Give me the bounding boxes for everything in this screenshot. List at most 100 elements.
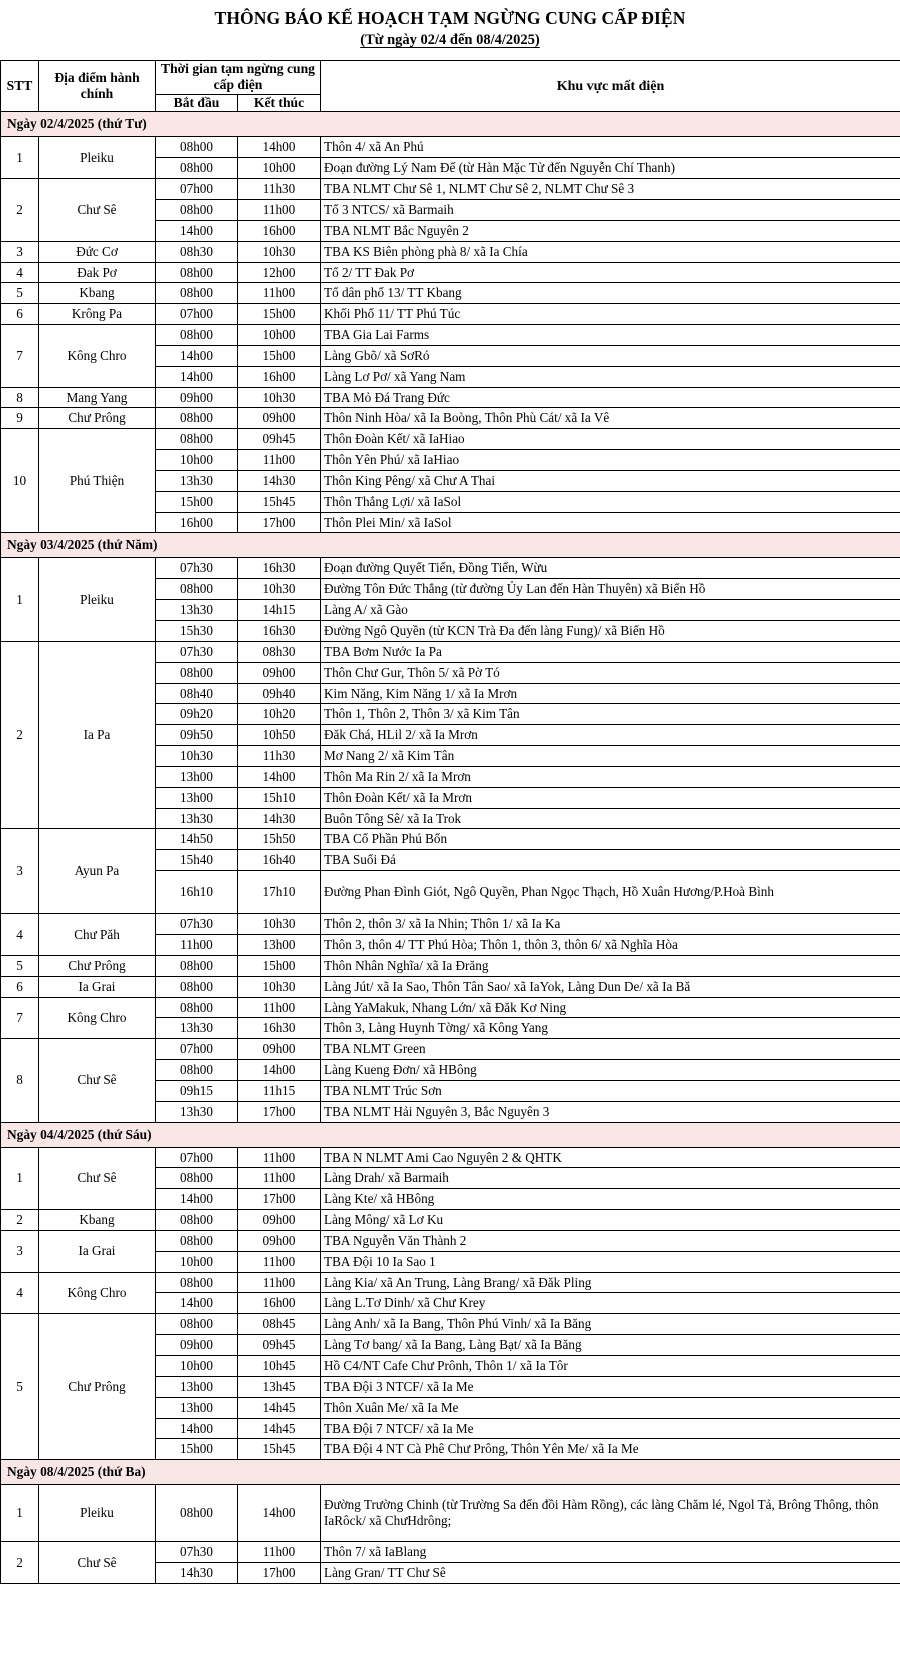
table-row: 5 Chư Prông 08h00 08h45 Làng Anh/ xã Ia Bang… xyxy=(0,1313,900,1461)
cell-end-time: 16h00 xyxy=(236,365,322,388)
cell-outage-area: Đường Ngô Quyền (từ KCN Trà Đa đến làng … xyxy=(320,620,900,642)
cell-end-time: 16h00 xyxy=(236,219,322,242)
day-label: Ngày 08/4/2025 (thứ Ba) xyxy=(0,1459,900,1486)
cell-start-time: 14h00 xyxy=(155,1188,238,1211)
cell-outage-area: Khối Phố 11/ TT Phú Túc xyxy=(320,303,900,326)
cell-start-time: 09h50 xyxy=(155,724,238,747)
cell-start-time: 08h00 xyxy=(155,407,238,430)
cell-end-time: 10h45 xyxy=(236,1355,322,1377)
cell-place: Kbang xyxy=(38,282,156,305)
table-row: 13h30 17h00 TBA NLMT Hải Nguyên 3, Bắc Ngu… xyxy=(1,1100,900,1123)
cell-start-time: 16h00 xyxy=(155,511,238,534)
cell-outage-area: TBA Mỏ Đá Trang Đức xyxy=(320,386,900,409)
cell-start-time: 08h00 xyxy=(155,996,238,1019)
cell-place: Pleiku xyxy=(38,136,156,180)
cell-start-time: 08h40 xyxy=(155,682,238,705)
cell-stt: 3 xyxy=(0,1229,39,1273)
cell-start-time: 16h10 xyxy=(155,870,238,915)
cell-end-time: 14h00 xyxy=(236,136,322,159)
cell-start-time: 13h30 xyxy=(155,599,238,622)
cell-outage-area: Kim Năng, Kim Năng 1/ xã Ia Mrơn xyxy=(320,682,900,705)
cell-end-time: 14h45 xyxy=(236,1417,322,1440)
table-row: 3 Ayun Pa 14h50 15h50 TBA Cổ Phần Phú Bổn xyxy=(0,828,900,915)
day-header-row: Ngày 03/4/2025 (thứ Năm) xyxy=(0,532,900,559)
cell-end-time: 14h45 xyxy=(236,1396,322,1419)
cell-end-time: 10h30 xyxy=(236,386,322,409)
table-header: STT Địa điểm hành chính Thời gian tạm ng… xyxy=(0,59,900,113)
cell-place: Ia Pa xyxy=(38,640,156,830)
cell-outage-area: Thôn 3, Làng Huynh Tờng/ xã Kông Yang xyxy=(320,1017,900,1040)
cell-outage-area: Làng Anh/ xã Ia Bang, Thôn Phú Vinh/ xã … xyxy=(320,1313,900,1336)
column-header-place: Địa điểm hành chính xyxy=(38,59,156,113)
cell-end-time: 09h00 xyxy=(236,1038,322,1061)
cell-start-time: 07h30 xyxy=(155,640,238,663)
cell-end-time: 09h40 xyxy=(236,682,322,705)
cell-end-time: 12h00 xyxy=(236,261,322,284)
table-row: 6 Ia Grai 08h00 10h30 Làng Jút/ xã Ia Sao, T… xyxy=(0,975,900,998)
cell-stt: 9 xyxy=(0,407,39,430)
cell-end-time: 09h00 xyxy=(236,407,322,430)
table-row: 16h00 17h00 Thôn Plei Min/ xã IaSol xyxy=(1,511,900,534)
cell-start-time: 13h30 xyxy=(155,1017,238,1040)
cell-outage-area: TBA Đội 10 Ia Sao 1 xyxy=(320,1250,900,1273)
cell-outage-area: Thôn 4/ xã An Phú xyxy=(320,136,900,159)
cell-start-time: 07h30 xyxy=(155,557,238,580)
cell-start-time: 08h00 xyxy=(155,1271,238,1294)
cell-start-time: 08h00 xyxy=(155,1313,238,1336)
cell-start-time: 14h00 xyxy=(155,365,238,388)
cell-end-time: 13h00 xyxy=(236,933,322,956)
cell-start-time: 08h00 xyxy=(155,661,238,684)
cell-end-time: 16h30 xyxy=(236,557,322,580)
cell-outage-area: Thôn 1, Thôn 2, Thôn 3/ xã Kim Tân xyxy=(320,703,900,726)
cell-end-time: 17h00 xyxy=(236,511,322,534)
table-row: 3 Đức Cơ 08h30 10h30 TBA KS Biên phòng phà 8… xyxy=(0,240,900,263)
cell-place: Chư Sê xyxy=(38,178,156,242)
cell-start-time: 13h30 xyxy=(155,469,238,492)
cell-start-time: 08h00 xyxy=(155,954,238,977)
cell-outage-area: Thôn Ma Rin 2/ xã Ia Mrơn xyxy=(320,765,900,788)
cell-end-time: 10h00 xyxy=(236,324,322,346)
table-row: 09h15 11h15 TBA NLMT Trúc Sơn xyxy=(1,1079,900,1102)
cell-stt: 4 xyxy=(0,1271,39,1315)
column-header-time-group: Thời gian tạm ngừng cung cấp điện xyxy=(154,59,322,95)
cell-start-time: 08h00 xyxy=(155,1229,238,1252)
table-row: 14h30 17h00 Làng Gran/ TT Chư Sê xyxy=(1,1562,900,1584)
cell-end-time: 08h30 xyxy=(236,640,322,663)
cell-end-time: 14h30 xyxy=(236,469,322,492)
cell-start-time: 07h00 xyxy=(155,178,238,200)
cell-outage-area: Làng Drah/ xã Barmaih xyxy=(320,1167,900,1190)
table-row: 1 Pleiku 08h00 14h00 Thôn 4/ xã An Phú xyxy=(0,136,900,180)
cell-start-time: 14h00 xyxy=(155,1417,238,1440)
cell-end-time: 11h30 xyxy=(236,745,322,767)
cell-start-time: 08h00 xyxy=(155,1484,238,1543)
cell-outage-area: Thôn Đoàn Kết/ xã Ia Mrơn xyxy=(320,786,900,809)
cell-start-time: 09h00 xyxy=(155,1334,238,1357)
cell-end-time: 15h45 xyxy=(236,1438,322,1461)
cell-end-time: 11h00 xyxy=(236,1250,322,1273)
column-header-start: Bắt đầu xyxy=(155,93,238,113)
cell-start-time: 13h00 xyxy=(155,765,238,788)
cell-end-time: 09h00 xyxy=(236,661,322,684)
column-header-area: Khu vực mất điện xyxy=(320,59,900,113)
cell-outage-area: Đoạn đường Quyết Tiến, Đồng Tiến, Wừu xyxy=(320,557,900,580)
cell-outage-area: Đường Tôn Đức Thắng (từ đường Ủy Lan đến… xyxy=(320,578,900,601)
cell-stt: 5 xyxy=(0,954,39,977)
cell-stt: 7 xyxy=(0,324,39,388)
table-row: 2 Kbang 08h00 09h00 Làng Mông/ xã Lơ Ku xyxy=(0,1209,900,1231)
cell-start-time: 10h00 xyxy=(155,449,238,471)
table-body: Ngày 02/4/2025 (thứ Tư) 1 Pleiku 08h00 14h00… xyxy=(0,111,900,1584)
cell-place: Đak Pơ xyxy=(38,261,156,284)
cell-start-time: 15h30 xyxy=(155,620,238,642)
cell-start-time: 13h30 xyxy=(155,807,238,830)
cell-end-time: 10h50 xyxy=(236,724,322,747)
cell-start-time: 08h00 xyxy=(155,136,238,159)
cell-place: Chư Sê xyxy=(38,1038,156,1123)
cell-end-time: 11h15 xyxy=(236,1079,322,1102)
table-row: 5 Chư Prông 08h00 15h00 Thôn Nhân Nghĩa/ xã … xyxy=(0,954,900,977)
cell-start-time: 08h00 xyxy=(155,1209,238,1231)
cell-outage-area: Thôn 7/ xã IaBlang xyxy=(320,1541,900,1564)
cell-place: Mang Yang xyxy=(38,386,156,409)
cell-outage-area: TBA KS Biên phòng phà 8/ xã Ia Chía xyxy=(320,240,900,263)
cell-outage-area: Thôn Ninh Hòa/ xã Ia Boòng, Thôn Phù Cát… xyxy=(320,407,900,430)
cell-outage-area: Thôn 2, thôn 3/ xã Ia Nhin; Thôn 1/ xã I… xyxy=(320,913,900,935)
